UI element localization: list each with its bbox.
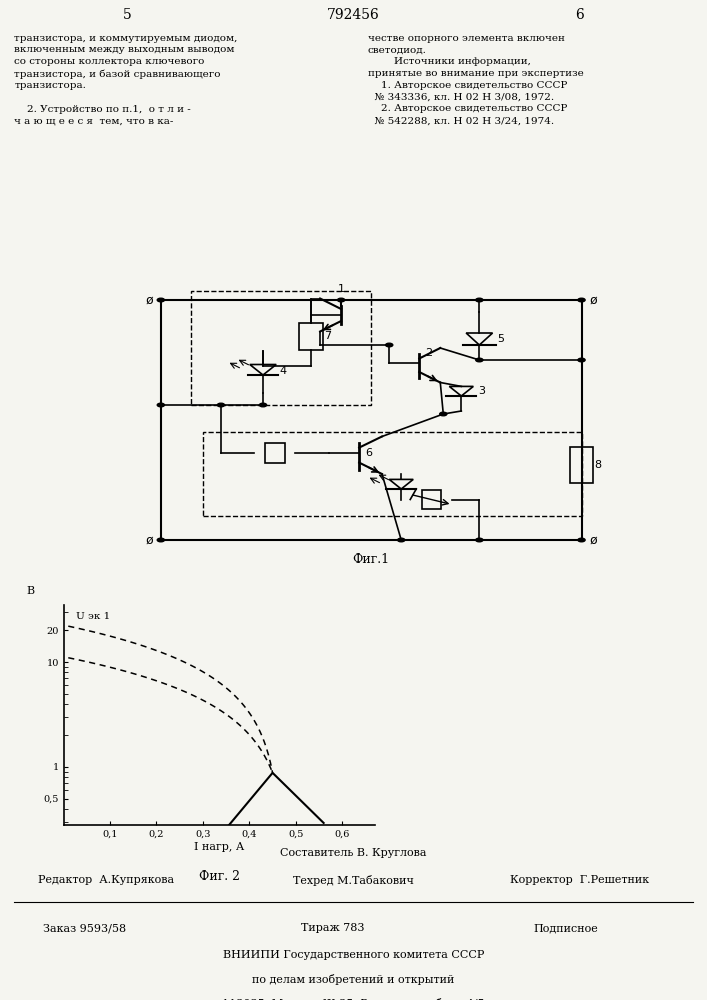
Circle shape [157, 538, 165, 542]
Text: 4: 4 [280, 365, 287, 375]
Text: по делам изобретений и открытий: по делам изобретений и открытий [252, 974, 455, 985]
Circle shape [397, 538, 405, 542]
Bar [421, 490, 441, 509]
Text: Фиг.1: Фиг.1 [353, 553, 390, 566]
Text: 792456: 792456 [327, 8, 380, 22]
Circle shape [476, 538, 483, 542]
Bar [299, 322, 323, 350]
Text: ø: ø [145, 294, 153, 306]
Text: В: В [26, 586, 35, 596]
Circle shape [217, 403, 225, 407]
Text: Редактор  А.Купрякова: Редактор А.Купрякова [38, 875, 174, 885]
Text: 113035, Москва, Ж-35, Раушская наб., д. 4/5: 113035, Москва, Ж-35, Раушская наб., д. … [222, 998, 485, 1000]
Text: ВНИИПИ Государственного комитета СССР: ВНИИПИ Государственного комитета СССР [223, 950, 484, 960]
Text: 2: 2 [425, 348, 433, 358]
Text: 8: 8 [595, 460, 602, 470]
Text: 6: 6 [365, 448, 372, 458]
Text: Тираж 783: Тираж 783 [300, 923, 364, 933]
Text: 1: 1 [338, 284, 344, 294]
Bar [570, 447, 593, 483]
Circle shape [578, 538, 585, 542]
Bar [203, 432, 581, 516]
Text: 3: 3 [478, 386, 485, 396]
Circle shape [476, 358, 483, 362]
Bar [191, 291, 371, 405]
Text: ø: ø [145, 534, 153, 546]
Bar [265, 443, 285, 463]
Text: честве опорного элемента включен
светодиод.
        Источники информации,
принят: честве опорного элемента включен светоди… [368, 34, 583, 125]
Circle shape [476, 298, 483, 302]
Circle shape [157, 403, 165, 407]
Circle shape [385, 343, 393, 347]
Text: транзистора, и коммутируемым диодом,
включенным между выходным выводом
со сторон: транзистора, и коммутируемым диодом, вкл… [14, 34, 238, 126]
Text: 5: 5 [498, 334, 504, 344]
Circle shape [578, 298, 585, 302]
Circle shape [440, 412, 447, 416]
Circle shape [337, 298, 345, 302]
Text: Корректор  Г.Решетник: Корректор Г.Решетник [510, 875, 649, 885]
Circle shape [157, 298, 165, 302]
Text: U эк 1: U эк 1 [76, 612, 110, 621]
Circle shape [259, 403, 267, 407]
Text: 7: 7 [325, 331, 332, 341]
Text: ø: ø [590, 534, 597, 546]
Text: 5: 5 [123, 8, 132, 22]
X-axis label: I нагр, А: I нагр, А [194, 842, 245, 852]
Text: 6: 6 [575, 8, 584, 22]
Circle shape [578, 358, 585, 362]
Text: Техред М.Табакович: Техред М.Табакович [293, 875, 414, 886]
Text: Составитель В. Круглова: Составитель В. Круглова [280, 848, 427, 858]
Text: Фиг. 2: Фиг. 2 [199, 870, 240, 883]
Text: Заказ 9593/58: Заказ 9593/58 [43, 923, 127, 933]
Text: ø: ø [590, 294, 597, 306]
Text: Подписное: Подписное [533, 923, 598, 933]
